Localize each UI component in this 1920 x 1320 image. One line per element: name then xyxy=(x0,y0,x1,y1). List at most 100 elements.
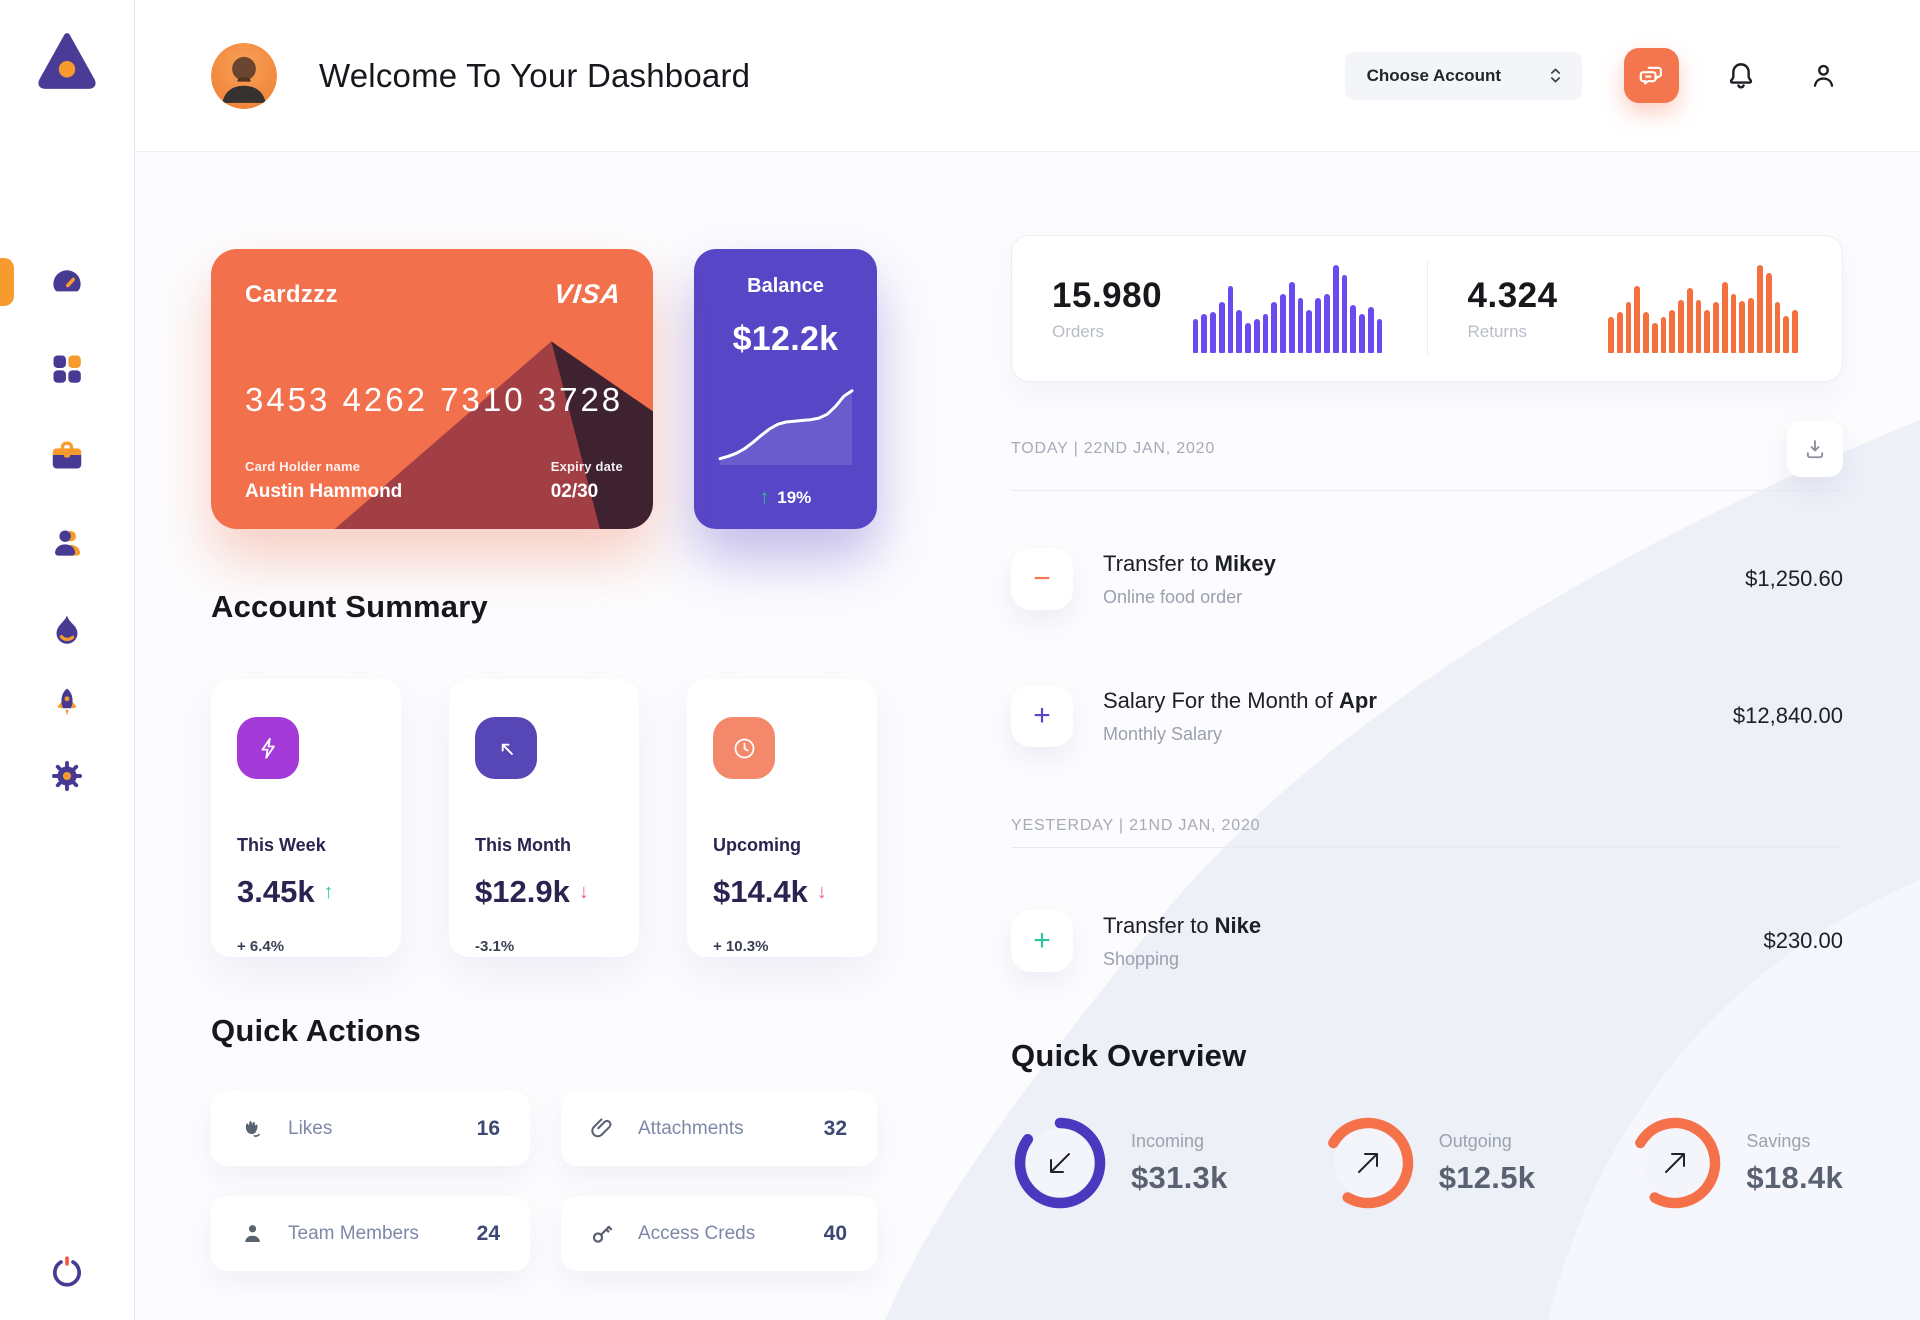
balance-value: $12.2k xyxy=(732,320,839,358)
balance-card[interactable]: Balance $12.2k ↑ 19% xyxy=(694,249,877,529)
left-column: Cardzzz VISA 3453 4262 7310 3728 Card Ho… xyxy=(211,152,877,1271)
summary-card-this-week[interactable]: This Week 3.45k ↑ + 6.4% xyxy=(211,679,401,957)
overview-incoming: Incoming $31.3k xyxy=(1011,1114,1228,1212)
transaction-title: Transfer to Mikey xyxy=(1103,550,1276,576)
app-logo[interactable] xyxy=(34,28,100,94)
date-group-yesterday: YESTERDAY | 21ND JAN, 2020 xyxy=(1011,817,1261,834)
divider xyxy=(1011,847,1843,848)
profile-icon xyxy=(1807,59,1840,92)
right-column: 15.980 Orders 4.324 Returns TODAY | 22ND… xyxy=(1011,152,1843,1271)
transaction-title: Transfer to Nike xyxy=(1103,912,1262,938)
card-name: Cardzzz xyxy=(245,281,338,308)
action-team-members[interactable]: Team Members 24 xyxy=(211,1196,530,1271)
account-summary-title: Account Summary xyxy=(211,589,488,624)
card-holder-label: Card Holder name xyxy=(245,459,361,474)
select-chevrons-icon xyxy=(1549,66,1562,85)
stats-card: 15.980 Orders 4.324 Returns xyxy=(1011,235,1843,382)
savings-gauge xyxy=(1626,1114,1724,1212)
action-attachments[interactable]: Attachments 32 xyxy=(561,1091,877,1166)
summary-change: + 10.3% xyxy=(713,938,769,955)
minus-icon: − xyxy=(1033,562,1051,595)
overview-label: Incoming xyxy=(1131,1130,1205,1151)
transaction-row[interactable]: + Salary For the Month of Apr Monthly Sa… xyxy=(1011,685,1843,747)
clap-icon xyxy=(239,1115,266,1142)
transaction-row[interactable]: + Transfer to Nike Shopping $230.00 xyxy=(1011,910,1843,972)
summary-label: This Month xyxy=(475,835,571,855)
rocket-icon xyxy=(49,685,85,721)
returns-bar-chart xyxy=(1608,264,1798,353)
action-access-creds[interactable]: Access Creds 40 xyxy=(561,1196,877,1271)
summary-value: $14.4k xyxy=(713,874,808,909)
summary-value: $12.9k xyxy=(475,874,570,909)
flame-icon xyxy=(48,611,86,649)
bell-icon xyxy=(1724,59,1758,93)
trend-up-icon: ↑ xyxy=(323,880,334,903)
returns-label: Returns xyxy=(1467,321,1528,341)
overview-value: $12.5k xyxy=(1438,1159,1536,1195)
action-label: Access Creds xyxy=(638,1222,756,1244)
summary-value: 3.45k xyxy=(237,874,315,909)
action-value: 24 xyxy=(476,1221,500,1245)
transaction-amount: $12,840.00 xyxy=(1732,703,1843,728)
action-likes[interactable]: Likes 16 xyxy=(211,1091,530,1166)
lightning-icon xyxy=(237,717,299,779)
sidebar-item-users[interactable] xyxy=(0,523,134,563)
plus-icon: + xyxy=(1033,924,1051,957)
card-number: 3453 4262 7310 3728 xyxy=(245,381,624,418)
transaction-amount: $1,250.60 xyxy=(1745,566,1843,591)
transaction-subtitle: Monthly Salary xyxy=(1103,723,1223,744)
sidebar-item-dashboard[interactable] xyxy=(0,258,134,306)
sidebar-item-settings[interactable] xyxy=(0,756,134,796)
orders-bar-chart xyxy=(1192,264,1383,353)
transaction-subtitle: Shopping xyxy=(1103,948,1180,969)
overview-value: $18.4k xyxy=(1746,1159,1843,1195)
stats-divider xyxy=(1426,261,1428,356)
visa-logo: VISA xyxy=(552,279,623,309)
orders-stat: 15.980 Orders xyxy=(1012,264,1427,353)
orders-label: Orders xyxy=(1052,321,1104,341)
plus-icon: + xyxy=(1033,699,1051,732)
sidebar-item-launch[interactable] xyxy=(0,683,134,723)
header: Welcome To Your Dashboard Choose Account xyxy=(135,0,1920,152)
logout-button[interactable] xyxy=(47,1252,87,1292)
transaction-row[interactable]: − Transfer to Mikey Online food order $1… xyxy=(1011,548,1843,610)
messages-button[interactable] xyxy=(1624,48,1679,103)
profile-button[interactable] xyxy=(1803,56,1843,96)
sidebar-item-apps[interactable] xyxy=(0,349,134,389)
trend-up-icon: ↑ xyxy=(759,487,770,508)
gear-icon xyxy=(49,758,85,794)
sidebar-item-work[interactable] xyxy=(0,436,134,476)
download-button[interactable] xyxy=(1787,421,1843,477)
credit-card[interactable]: Cardzzz VISA 3453 4262 7310 3728 Card Ho… xyxy=(211,249,653,529)
summary-card-this-month[interactable]: This Month $12.9k ↓ -3.1% xyxy=(449,679,639,957)
divider xyxy=(1011,490,1843,491)
notifications-button[interactable] xyxy=(1721,56,1761,96)
account-select[interactable]: Choose Account xyxy=(1344,51,1582,100)
paperclip-icon xyxy=(589,1115,616,1142)
summary-change: + 6.4% xyxy=(237,938,285,955)
balance-label: Balance xyxy=(747,275,824,297)
active-indicator xyxy=(0,258,14,306)
returns-value: 4.324 xyxy=(1467,275,1558,315)
sidebar-item-trending[interactable] xyxy=(0,610,134,650)
sidebar-nav xyxy=(0,258,134,796)
clock-icon xyxy=(713,717,775,779)
card-expiry-value: 02/30 xyxy=(550,481,599,502)
summary-card-upcoming[interactable]: Upcoming $14.4k ↓ + 10.3% xyxy=(687,679,877,957)
transaction-sign-plus: + xyxy=(1011,685,1073,747)
overview-outgoing: Outgoing $12.5k xyxy=(1319,1114,1536,1212)
card-holder-name: Austin Hammond xyxy=(245,481,403,502)
summary-label: Upcoming xyxy=(713,835,801,855)
download-icon xyxy=(1802,436,1828,462)
key-icon xyxy=(589,1220,616,1247)
transaction-subtitle: Online food order xyxy=(1103,586,1243,607)
outgoing-gauge xyxy=(1319,1114,1417,1212)
transaction-title: Salary For the Month of Apr xyxy=(1103,687,1377,713)
transaction-sign-minus: − xyxy=(1011,548,1073,610)
quick-actions-title: Quick Actions xyxy=(211,1013,421,1048)
page-title: Welcome To Your Dashboard xyxy=(319,56,751,94)
trend-down-icon: ↓ xyxy=(578,880,589,903)
transaction-sign-plus: + xyxy=(1011,910,1073,972)
action-label: Likes xyxy=(288,1117,333,1139)
user-avatar[interactable] xyxy=(211,42,277,109)
